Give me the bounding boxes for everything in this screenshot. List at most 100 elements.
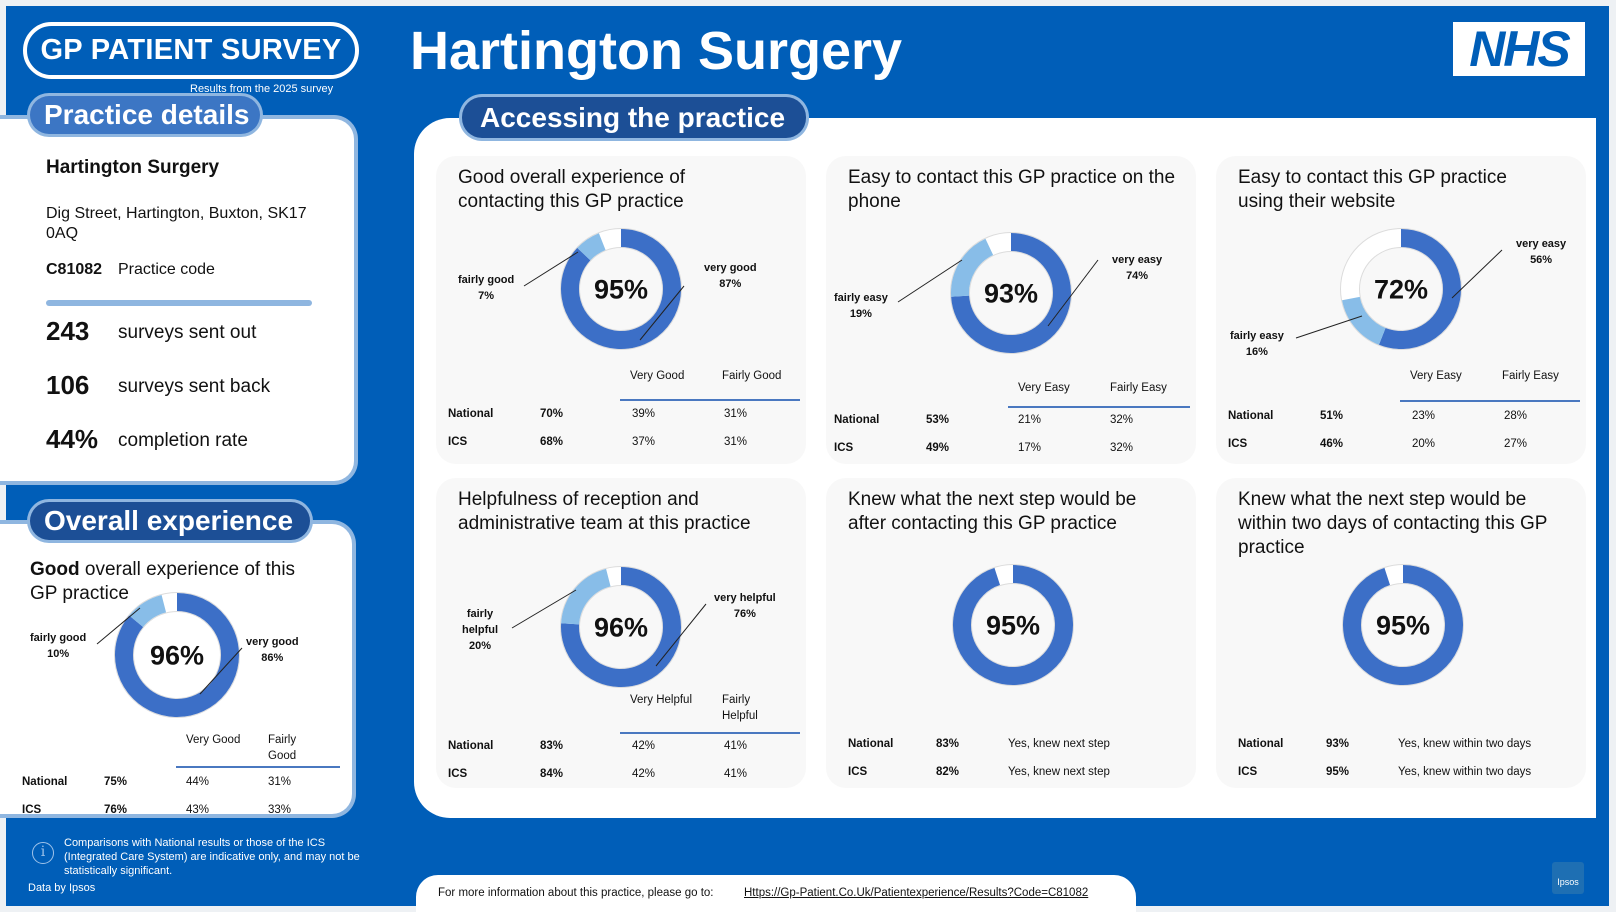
donut-primary-segment xyxy=(561,229,681,349)
card-row-ics-total: 68% xyxy=(540,436,564,448)
card-table-rule xyxy=(620,732,800,734)
results-link[interactable]: Https://Gp-Patient.Co.Uk/Patientexperien… xyxy=(744,887,1089,899)
card-row-national-name: National xyxy=(834,414,880,426)
surveys-sent-out-label: surveys sent out xyxy=(118,322,257,343)
card-donut: 95% xyxy=(952,564,1074,686)
card-label-fairly-pct: 19% xyxy=(849,308,872,320)
overall-row-ics-c2: 33% xyxy=(268,804,292,816)
card-row-ics-name: ICS xyxy=(848,766,868,778)
card-row-national-total: 70% xyxy=(540,408,564,420)
card-row-ics-c2: 32% xyxy=(1110,442,1134,454)
accessing-practice-heading: Accessing the practice xyxy=(462,97,806,138)
donut-primary-segment xyxy=(1343,565,1463,685)
card-row-ics-total: 46% xyxy=(1320,438,1344,450)
card-row-ics-total: 95% xyxy=(1326,766,1350,778)
card-row-ics-name: ICS xyxy=(1228,438,1248,450)
donut-secondary-segment xyxy=(951,238,994,297)
card-label-very-text: very helpful xyxy=(714,592,776,604)
card-leader-lines xyxy=(897,259,1099,327)
card-label-fairly: fairly easy 19% xyxy=(834,290,888,322)
card-label-fairly-text: fairly helpful xyxy=(461,608,499,636)
card-label-very-pct: 74% xyxy=(1126,270,1149,282)
overall-label-fairly: fairly good 10% xyxy=(30,630,86,662)
overall-experience-title: Good overall experience of this GP pract… xyxy=(30,558,320,606)
card-label-fairly-text: fairly good xyxy=(458,274,515,286)
card-label-very-text: very easy xyxy=(1516,238,1567,250)
card-row-national-c2: 31% xyxy=(724,408,748,420)
card-label-very: very good 87% xyxy=(704,260,757,292)
card-row-national-name: National xyxy=(448,740,494,752)
donut-primary-segment xyxy=(115,593,239,717)
comparison-footnote: Comparisons with National results or tho… xyxy=(64,837,360,877)
card-website-contact: Easy to contact this GP practice using t… xyxy=(1216,156,1586,464)
card-donut: 93% xyxy=(950,232,1072,354)
card-label-very-pct: 56% xyxy=(1530,254,1553,266)
completion-rate-label: completion rate xyxy=(118,430,248,451)
card-row-ics-desc: Yes, knew next step xyxy=(1008,766,1110,778)
card-label-very: very easy 56% xyxy=(1516,236,1566,268)
card-label-fairly-text: fairly easy xyxy=(1230,330,1284,342)
donut-percentage: 93% xyxy=(984,278,1038,308)
card-row-national-c1: 42% xyxy=(632,740,656,752)
card-row-national-total: 83% xyxy=(936,738,960,750)
card-row-national-total: 93% xyxy=(1326,738,1350,750)
nhs-logo-text: NHS xyxy=(1469,21,1571,77)
donut-secondary-segment xyxy=(1342,296,1386,345)
overall-experience-heading: Overall experience xyxy=(30,502,310,540)
overall-row-ics-total: 76% xyxy=(104,804,128,816)
surveys-sent-back-label: surveys sent back xyxy=(118,376,271,397)
card-row-ics-c1: 20% xyxy=(1412,438,1436,450)
card-col1-header: Very Easy xyxy=(1410,370,1462,382)
card-row-ics-name: ICS xyxy=(1238,766,1258,778)
overall-label-fairly-text: fairly good xyxy=(30,632,87,644)
card-row-ics-c1: 17% xyxy=(1018,442,1042,454)
donut-secondary-segment xyxy=(577,233,606,261)
card-label-fairly-text: fairly easy xyxy=(834,292,888,304)
card-row-ics-total: 84% xyxy=(540,768,564,780)
card-row-ics-total: 49% xyxy=(926,442,950,454)
card-donut: 95% xyxy=(560,228,682,350)
card-row-national-c2: 32% xyxy=(1110,414,1134,426)
info-icon: i xyxy=(32,842,54,864)
card-row-national-name: National xyxy=(1238,738,1284,750)
card-leader-lines xyxy=(1295,249,1503,339)
card-row-national-c1: 21% xyxy=(1018,414,1042,426)
donut-secondary-segment xyxy=(561,568,611,625)
donut-percentage: 96% xyxy=(150,640,204,670)
donut-percentage: 72% xyxy=(1374,274,1428,304)
practice-code-label: Practice code xyxy=(118,261,215,278)
card-label-fairly: fairly good 7% xyxy=(458,272,514,304)
card-title: Easy to contact this GP practice on the … xyxy=(848,167,1176,212)
donut-primary-segment xyxy=(951,233,1071,353)
practice-code-value: C81082 xyxy=(46,261,103,278)
card-row-national-c2: 28% xyxy=(1504,410,1528,422)
overall-col2-header: Fairly Good xyxy=(268,734,297,762)
donut-percentage: 95% xyxy=(1376,610,1430,640)
card-row-ics-c2: 27% xyxy=(1504,438,1528,450)
surveys-sent-out-value: 243 xyxy=(46,316,90,346)
overall-col1-header: Very Good xyxy=(186,734,241,746)
card-col2-header: Fairly Easy xyxy=(1502,370,1559,382)
donut-primary-segment xyxy=(561,567,681,687)
card-leader-lines xyxy=(511,589,707,667)
card-leader-lines xyxy=(523,251,685,341)
card-label-very: very helpful 76% xyxy=(714,590,776,622)
card-col1-header: Very Good xyxy=(630,370,685,382)
overall-row-national-c2: 31% xyxy=(268,776,292,788)
card-phone-contact: Easy to contact this GP practice on the … xyxy=(826,156,1196,464)
card-col2-header: Fairly Helpful xyxy=(722,694,758,722)
overall-leader-lines xyxy=(96,607,243,695)
practice-address: Dig Street, Hartington, Buxton, SK17 0AQ xyxy=(46,205,307,242)
donut-percentage: 96% xyxy=(594,612,648,642)
card-row-ics-name: ICS xyxy=(448,768,468,780)
card-label-fairly: fairly helpful 20% xyxy=(460,606,500,654)
card-title: Knew what the next step would be within … xyxy=(1238,489,1548,558)
completion-rate-value: 44% xyxy=(46,424,99,454)
overall-experience-donut: 96% xyxy=(114,592,240,718)
card-label-very-text: very good xyxy=(704,262,757,274)
overall-row-ics-name: ICS xyxy=(22,804,42,816)
card-row-national-name: National xyxy=(448,408,494,420)
more-info-bar: For more information about this practice… xyxy=(416,875,1136,912)
card-label-very-pct: 76% xyxy=(733,608,756,620)
card-label-fairly-pct: 7% xyxy=(478,290,495,302)
